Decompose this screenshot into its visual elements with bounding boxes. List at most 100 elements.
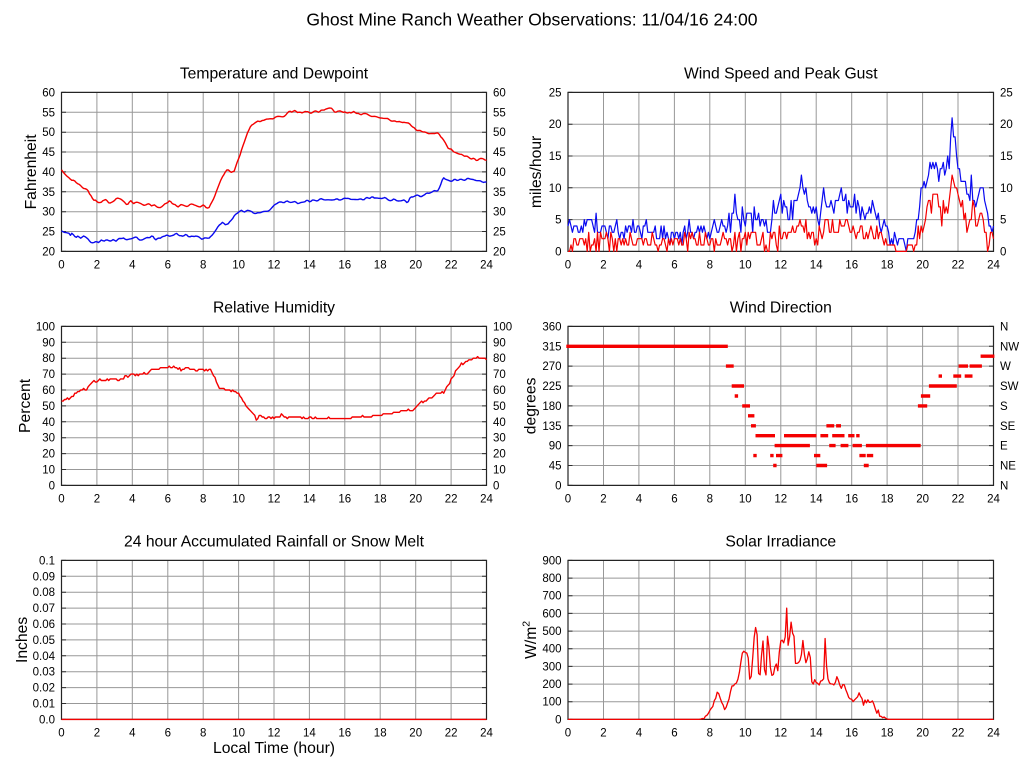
svg-text:30: 30 <box>42 207 55 219</box>
svg-text:2: 2 <box>94 260 100 272</box>
svg-text:miles/hour: miles/hour <box>528 136 545 208</box>
svg-text:6: 6 <box>671 494 677 506</box>
svg-text:4: 4 <box>636 260 643 272</box>
svg-text:Ghost Mine Ranch Weather Obser: Ghost Mine Ranch Weather Observations: 1… <box>306 10 757 30</box>
svg-text:16: 16 <box>845 728 858 740</box>
svg-text:0.02: 0.02 <box>33 683 55 695</box>
svg-text:12: 12 <box>268 728 281 740</box>
svg-text:22: 22 <box>952 494 965 506</box>
svg-text:20: 20 <box>409 260 422 272</box>
svg-text:24: 24 <box>480 260 493 272</box>
svg-text:25: 25 <box>42 227 55 239</box>
svg-text:12: 12 <box>774 494 787 506</box>
svg-text:22: 22 <box>445 494 458 506</box>
svg-text:24: 24 <box>987 260 1000 272</box>
svg-text:0.1: 0.1 <box>39 555 55 567</box>
svg-text:10: 10 <box>493 465 506 477</box>
svg-text:55: 55 <box>493 107 506 119</box>
svg-text:22: 22 <box>445 728 458 740</box>
svg-text:50: 50 <box>493 401 506 413</box>
svg-text:N: N <box>1000 321 1008 333</box>
svg-text:15: 15 <box>1000 151 1013 163</box>
svg-text:0.08: 0.08 <box>33 587 55 599</box>
svg-text:60: 60 <box>42 385 55 397</box>
svg-text:10: 10 <box>549 183 562 195</box>
svg-text:200: 200 <box>542 679 561 691</box>
svg-text:0.05: 0.05 <box>33 635 55 647</box>
svg-text:6: 6 <box>671 260 677 272</box>
svg-text:80: 80 <box>42 353 55 365</box>
svg-text:10: 10 <box>1000 183 1013 195</box>
svg-text:35: 35 <box>493 187 506 199</box>
svg-text:70: 70 <box>493 369 506 381</box>
svg-text:800: 800 <box>542 573 561 585</box>
svg-text:6: 6 <box>165 494 171 506</box>
svg-text:W/m2: W/m2 <box>521 621 541 659</box>
svg-text:Solar Irradiance: Solar Irradiance <box>725 534 836 551</box>
svg-text:Wind Direction: Wind Direction <box>730 300 832 317</box>
svg-text:N: N <box>1000 480 1008 492</box>
svg-text:24: 24 <box>480 494 493 506</box>
svg-text:500: 500 <box>542 626 561 638</box>
svg-text:0.03: 0.03 <box>33 667 55 679</box>
svg-text:25: 25 <box>549 87 562 99</box>
svg-text:5: 5 <box>555 215 561 227</box>
svg-text:24 hour Accumulated Rainfall o: 24 hour Accumulated Rainfall or Snow Mel… <box>124 534 425 551</box>
svg-text:14: 14 <box>810 728 823 740</box>
svg-text:100: 100 <box>36 321 55 333</box>
svg-text:0: 0 <box>49 480 55 492</box>
svg-text:16: 16 <box>338 728 351 740</box>
svg-text:0: 0 <box>555 714 561 726</box>
svg-text:35: 35 <box>42 187 55 199</box>
svg-text:4: 4 <box>129 494 136 506</box>
svg-text:NW: NW <box>1000 341 1019 353</box>
svg-text:900: 900 <box>542 555 561 567</box>
svg-text:700: 700 <box>542 591 561 603</box>
svg-text:8: 8 <box>200 494 206 506</box>
svg-text:8: 8 <box>707 728 713 740</box>
svg-text:2: 2 <box>600 260 606 272</box>
svg-text:20: 20 <box>409 494 422 506</box>
svg-text:2: 2 <box>94 494 100 506</box>
svg-text:40: 40 <box>42 417 55 429</box>
svg-text:270: 270 <box>542 361 561 373</box>
svg-text:0: 0 <box>555 246 561 258</box>
svg-text:20: 20 <box>409 728 422 740</box>
svg-text:14: 14 <box>303 260 316 272</box>
svg-text:10: 10 <box>232 494 245 506</box>
svg-text:20: 20 <box>916 494 929 506</box>
svg-text:14: 14 <box>810 260 823 272</box>
svg-text:0.04: 0.04 <box>33 651 56 663</box>
svg-text:90: 90 <box>42 337 55 349</box>
svg-text:24: 24 <box>987 728 1000 740</box>
svg-text:0: 0 <box>565 494 571 506</box>
svg-text:50: 50 <box>493 127 506 139</box>
svg-text:2: 2 <box>600 494 606 506</box>
svg-text:20: 20 <box>42 246 55 258</box>
svg-text:12: 12 <box>268 260 281 272</box>
svg-text:SW: SW <box>1000 381 1019 393</box>
svg-text:60: 60 <box>42 87 55 99</box>
svg-text:NE: NE <box>1000 461 1016 473</box>
svg-text:10: 10 <box>739 494 752 506</box>
svg-text:400: 400 <box>542 644 561 656</box>
svg-text:8: 8 <box>707 494 713 506</box>
svg-text:SE: SE <box>1000 421 1016 433</box>
svg-text:W: W <box>1000 361 1011 373</box>
svg-text:90: 90 <box>493 337 506 349</box>
svg-text:20: 20 <box>916 728 929 740</box>
svg-text:180: 180 <box>542 401 561 413</box>
svg-text:360: 360 <box>542 321 561 333</box>
svg-text:16: 16 <box>338 494 351 506</box>
svg-text:90: 90 <box>549 441 562 453</box>
svg-text:8: 8 <box>200 260 206 272</box>
svg-text:4: 4 <box>129 728 136 740</box>
svg-text:0: 0 <box>58 260 64 272</box>
svg-text:80: 80 <box>493 353 506 365</box>
svg-text:Temperature and Dewpoint: Temperature and Dewpoint <box>180 66 369 83</box>
svg-text:0: 0 <box>565 260 571 272</box>
svg-text:50: 50 <box>42 401 55 413</box>
svg-text:Wind Speed and Peak Gust: Wind Speed and Peak Gust <box>684 66 878 83</box>
svg-text:40: 40 <box>493 167 506 179</box>
svg-text:0.06: 0.06 <box>33 619 55 631</box>
